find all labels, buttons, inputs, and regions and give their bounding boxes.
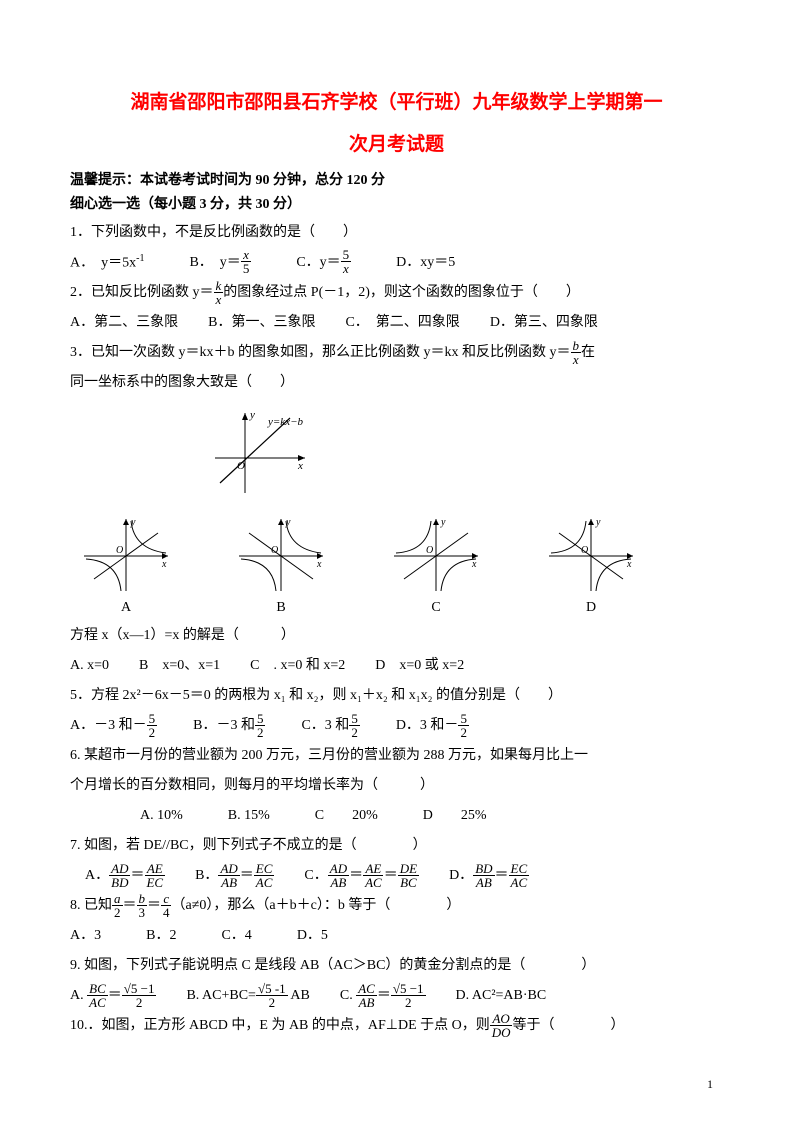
q3-stem: 3．已知一次函数 y＝kx＋b 的图象如图，那么正比例函数 y＝kx 和反比例函… — [70, 339, 723, 367]
q4-opt-b: B x=0、x=1 — [139, 652, 220, 680]
q8-options: A．3 B．2 C．4 D．5 — [70, 922, 723, 950]
svg-text:y: y — [249, 409, 255, 421]
q2-opt-c: C． 第二、四象限 — [345, 309, 459, 337]
q4-opt-a: A. x=0 — [70, 652, 109, 680]
q8-opt-c: C．4 — [221, 922, 251, 950]
q9-opt-a: A. BCAC＝√5 −12 — [70, 982, 156, 1010]
svg-text:O: O — [116, 545, 123, 556]
q1-opt-b: B． y＝x5 — [189, 249, 251, 277]
q7-opt-c: C．ADAB＝AEAC＝DEBC — [304, 862, 419, 890]
q9-opt-c: C. ACAB＝√5 −12 — [340, 982, 426, 1010]
q5-options: A．－3 和－52 B．－3 和52 C．3 和52 D．3 和－52 — [70, 712, 723, 740]
svg-text:y: y — [285, 517, 291, 528]
q10-stem: 10.．如图，正方形 ABCD 中，E 为 AB 的中点，AF⊥DE 于点 O，… — [70, 1012, 723, 1040]
q4-opt-d: D x=0 或 x=2 — [375, 652, 464, 680]
q3-choice-b: O x y B — [231, 511, 331, 616]
q5-stem: 5．方程 2x²－6x－5＝0 的两根为 x₁ 和 x₂，则 x₁＋x₂ 和 x… — [70, 682, 723, 710]
q5-opt-c: C．3 和52 — [301, 712, 359, 740]
q6-line2: 个月增长的百分数相同，则每月的平均增长率为（ ） — [70, 772, 723, 800]
q4-opt-c: C . x=0 和 x=2 — [250, 652, 345, 680]
q6-opt-d: D 25% — [423, 802, 487, 830]
q9-options: A. BCAC＝√5 −12 B. AC+BC=√5 -12 AB C. ACA… — [70, 982, 723, 1010]
tip-line2: 细心选一选（每小题 3 分，共 30 分） — [70, 193, 723, 217]
q9-opt-b: B. AC+BC=√5 -12 AB — [186, 982, 309, 1010]
q3-choice-d: O x y D — [541, 511, 641, 616]
q4-stem: 方程 x（x—1）=x 的解是（ ） — [70, 622, 723, 650]
q6-opt-c: C 20% — [315, 802, 378, 830]
svg-text:x: x — [161, 559, 167, 570]
q8-opt-b: B．2 — [146, 922, 176, 950]
q2-stem: 2．已知反比例函数 y＝ kx 的图象经过点 P(－1，2)，则这个函数的图象位… — [70, 279, 723, 307]
q5-opt-b: B．－3 和52 — [193, 712, 265, 740]
q7-stem: 7. 如图，若 DE//BC，则下列式子不成立的是（ ） — [70, 832, 723, 860]
doc-title-line1: 湖南省邵阳市邵阳县石齐学校（平行班）九年级数学上学期第一 — [70, 85, 723, 121]
q6-options: A. 10% B. 15% C 20% D 25% — [140, 802, 723, 830]
q8-opt-a: A．3 — [70, 922, 101, 950]
q3-choice-a: O x y A — [76, 511, 176, 616]
svg-text:x: x — [297, 460, 303, 472]
q4-options: A. x=0 B x=0、x=1 C . x=0 和 x=2 D x=0 或 x… — [70, 652, 723, 680]
q2-options: A．第二、三象限 B．第一、三象限 C． 第二、四象限 D．第三、四象限 — [70, 309, 723, 337]
q1-opt-a: A． y＝5x-1 — [70, 249, 144, 278]
page-number: 1 — [707, 1077, 713, 1092]
svg-text:x: x — [471, 559, 477, 570]
q3-choice-graphs: O x y A O x y B O x y C — [76, 511, 723, 616]
q3-line2: 同一坐标系中的图象大致是（ ） — [70, 369, 723, 397]
q9-stem: 9. 如图，下列式子能说明点 C 是线段 AB（AC＞BC）的黄金分割点的是（ … — [70, 952, 723, 980]
svg-text:O: O — [237, 460, 245, 472]
svg-text:O: O — [581, 545, 588, 556]
q1-opt-d: D．xy＝5 — [396, 249, 455, 277]
q2-opt-b: B．第一、三象限 — [208, 309, 315, 337]
q6-opt-b: B. 15% — [228, 802, 270, 830]
q8-stem: 8. 已知 a2＝ b3＝ c4 （a≠0），那么（a＋b＋c）：b 等于（ ） — [70, 892, 723, 920]
doc-title-line2: 次月考试题 — [70, 127, 723, 163]
svg-text:y=kx−b: y=kx−b — [267, 416, 303, 428]
svg-text:x: x — [626, 559, 632, 570]
q5-opt-a: A．－3 和－52 — [70, 712, 157, 740]
q1-options: A． y＝5x-1 B． y＝x5 C．y＝5x D．xy＝5 — [70, 249, 723, 278]
tip-line1: 温馨提示：本试卷考试时间为 90 分钟，总分 120 分 — [70, 169, 723, 193]
svg-text:y: y — [595, 517, 601, 528]
q1-stem: 1．下列函数中，不是反比例函数的是（ ） — [70, 219, 723, 247]
q7-options: A．ADBD＝AEEC B．ADAB＝ECAC C．ADAB＝AEAC＝DEBC… — [85, 862, 723, 890]
svg-text:O: O — [426, 545, 433, 556]
q7-opt-b: B．ADAB＝ECAC — [195, 862, 274, 890]
q7-opt-a: A．ADBD＝AEEC — [85, 862, 165, 890]
svg-text:x: x — [316, 559, 322, 570]
q7-opt-d: D．BDAB＝ECAC — [449, 862, 529, 890]
q3-choice-c: O x y C — [386, 511, 486, 616]
q6-line1: 6. 某超市一月份的营业额为 200 万元，三月份的营业额为 288 万元，如果… — [70, 742, 723, 770]
q1-opt-c: C．y＝5x — [296, 249, 351, 277]
q3-main-graph: O x y y=kx−b — [190, 403, 723, 503]
q6-opt-a: A. 10% — [140, 802, 183, 830]
svg-text:y: y — [130, 517, 136, 528]
q5-opt-d: D．3 和－52 — [396, 712, 469, 740]
q9-opt-d: D. AC²=AB·BC — [456, 982, 547, 1010]
svg-text:y: y — [440, 517, 446, 528]
q8-opt-d: D．5 — [297, 922, 328, 950]
q2-opt-a: A．第二、三象限 — [70, 309, 178, 337]
svg-text:O: O — [271, 545, 278, 556]
q2-opt-d: D．第三、四象限 — [490, 309, 598, 337]
